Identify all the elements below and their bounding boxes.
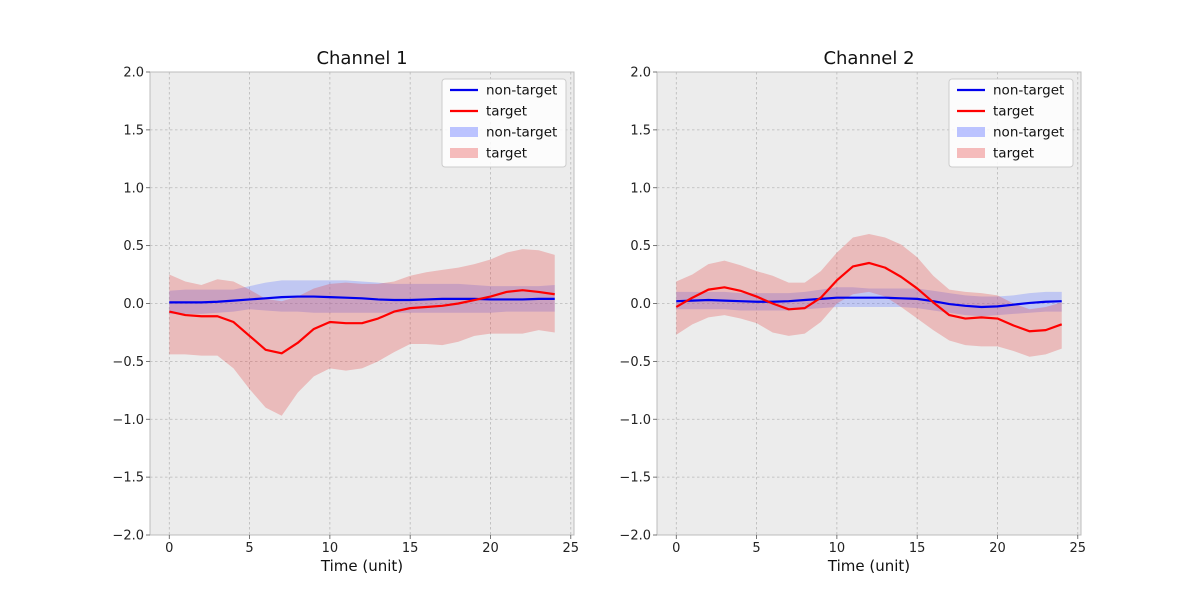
y-tick-label: −2.0	[619, 529, 651, 544]
x-tick-label: 10	[322, 541, 339, 556]
y-tick-label: −0.5	[112, 355, 144, 370]
y-tick-label: −1.5	[619, 471, 651, 486]
legend: non-target target non-target target	[441, 78, 567, 168]
chart-title: Channel 1	[316, 48, 407, 69]
y-tick-label: 0.5	[630, 239, 651, 254]
x-tick-label: 5	[752, 541, 760, 556]
x-tick-label: 0	[672, 541, 680, 556]
x-axis-label: Time (unit)	[320, 557, 403, 575]
y-tick-label: 1.0	[630, 181, 651, 196]
x-axis-label: Time (unit)	[827, 557, 910, 575]
legend-band-swatch	[957, 127, 985, 137]
x-tick-label: 15	[402, 541, 419, 556]
band-target	[676, 234, 1062, 357]
legend-label: target	[993, 146, 1034, 162]
legend-box	[948, 78, 1074, 168]
x-tick-label: 15	[909, 541, 926, 556]
y-tick-label: 0.0	[630, 297, 651, 312]
band-non-target	[169, 280, 555, 314]
band-non-target	[676, 287, 1062, 317]
legend-label: non-target	[993, 83, 1064, 99]
x-tick-label: 5	[245, 541, 253, 556]
chart-panel-channel-2: 0 5 10 15 20 25 2.0 1.5 1.0 0.5 0.0 −0.5 −1.0 −1.5 −2.…	[619, 48, 1086, 575]
legend-label: non-target	[486, 83, 557, 99]
band-target	[169, 249, 555, 416]
legend-band-swatch	[957, 148, 985, 158]
legend-label: target	[993, 104, 1034, 120]
y-tick-label: 0.5	[123, 239, 144, 254]
legend-label: target	[486, 146, 527, 162]
legend-band-swatch	[450, 148, 478, 158]
y-tick-label: 1.5	[123, 123, 144, 138]
legend-band-swatch	[450, 127, 478, 137]
y-tick-label: −2.0	[112, 529, 144, 544]
y-tick-label: 1.0	[123, 181, 144, 196]
x-tick-label: 25	[563, 541, 580, 556]
y-tick-label: 1.5	[630, 123, 651, 138]
chart-title: Channel 2	[823, 48, 914, 69]
legend-label: target	[486, 104, 527, 120]
y-tick-label: 0.0	[123, 297, 144, 312]
legend-label: non-target	[993, 125, 1064, 141]
x-tick-label: 20	[482, 541, 499, 556]
legend: non-target target non-target target	[948, 78, 1074, 168]
x-tick-label: 25	[1070, 541, 1087, 556]
y-tick-label: 2.0	[630, 66, 651, 81]
x-tick-label: 20	[989, 541, 1006, 556]
x-tick-label: 10	[829, 541, 846, 556]
chart-panel-channel-1: 0 5 10 15 20 25 2.0 1.5 1.0 0.5 0.0 −0.5 −1.0 −1.5 −2.…	[112, 48, 579, 575]
y-tick-label: −0.5	[619, 355, 651, 370]
y-tick-label: −1.0	[619, 413, 651, 428]
legend-label: non-target	[486, 125, 557, 141]
x-tick-label: 0	[165, 541, 173, 556]
y-tick-label: −1.0	[112, 413, 144, 428]
legend-box	[441, 78, 567, 168]
y-tick-label: 2.0	[123, 66, 144, 81]
y-tick-label: −1.5	[112, 471, 144, 486]
